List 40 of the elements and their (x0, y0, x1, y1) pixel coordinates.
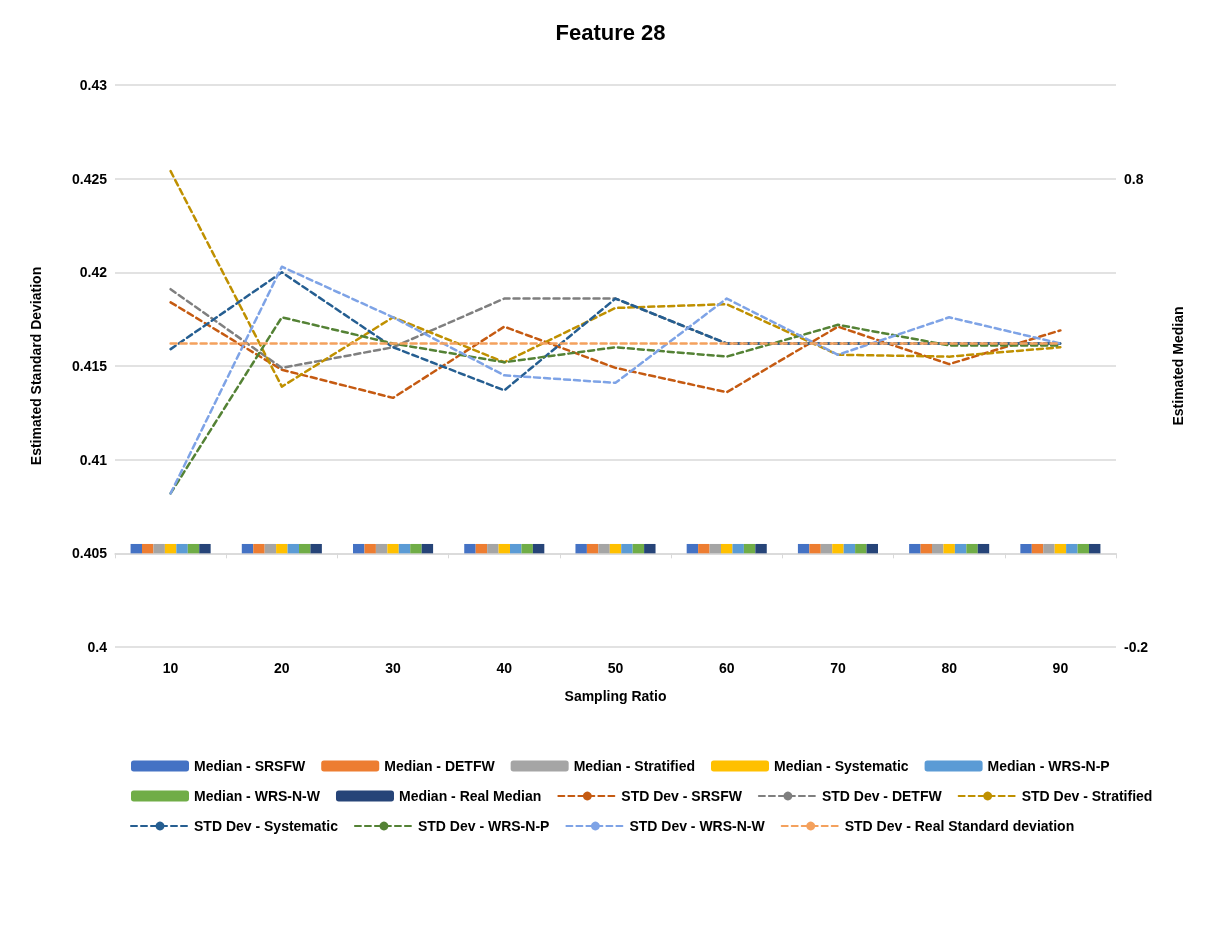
y-tick-label: 0.42 (79, 264, 108, 281)
y-tick-label: 0.425 (71, 170, 108, 187)
x-tick-label: 20 (274, 660, 290, 676)
line-series (169, 265, 1062, 495)
y-tick-label: 0.43 (79, 77, 108, 93)
legend-label: Median - WRS-N-W (194, 788, 321, 804)
legend-label: Median - Stratified (573, 758, 696, 774)
x-tick-label: 70 (830, 660, 846, 676)
legend-label: Median - Systematic (774, 758, 909, 774)
legend-label: STD Dev - DETFW (821, 788, 943, 804)
line-series (169, 169, 1062, 388)
legend-label: Median - SRSFW (194, 758, 307, 774)
y-axis-title: Estimated Standard Deviation (28, 266, 44, 466)
y2-axis-title: Estimated Median (1170, 306, 1186, 426)
y-tick-label: 0.4 (87, 639, 108, 655)
legend-label: STD Dev - WRS-N-P (417, 818, 550, 834)
legend-label: Median - WRS-N-P (987, 758, 1110, 774)
y-tick-label: 0.405 (71, 545, 108, 562)
x-tick-label: 10 (162, 660, 179, 676)
line-series (169, 301, 1062, 400)
y2-tick-label: -0.2 (1124, 639, 1149, 655)
legend-label: STD Dev - Systematic (194, 818, 339, 834)
x-tick-label: 80 (941, 660, 958, 676)
x-tick-label: 50 (607, 660, 624, 676)
chart-title: Feature 28 (555, 19, 666, 45)
legend-label: STD Dev - SRSFW (621, 788, 743, 804)
legend-label: STD Dev - Stratified (1021, 788, 1153, 804)
y2-tick-label: 0.8 (1124, 170, 1144, 187)
line-series (169, 271, 1062, 392)
legend-label: Median - Real Median (398, 788, 542, 804)
legend-label: Median - DETFW (384, 758, 496, 774)
x-tick-label: 60 (718, 660, 735, 676)
legend-label: STD Dev - WRS-N-W (629, 818, 766, 834)
x-tick-label: 90 (1052, 660, 1069, 676)
y-tick-label: 0.41 (79, 451, 108, 468)
x-tick-label: 40 (496, 660, 513, 676)
legend-label: STD Dev - Real Standard deviation (844, 818, 1075, 834)
x-axis-title: Sampling Ratio (564, 688, 667, 704)
y-tick-label: 0.415 (71, 358, 108, 374)
x-tick-label: 30 (385, 660, 402, 676)
